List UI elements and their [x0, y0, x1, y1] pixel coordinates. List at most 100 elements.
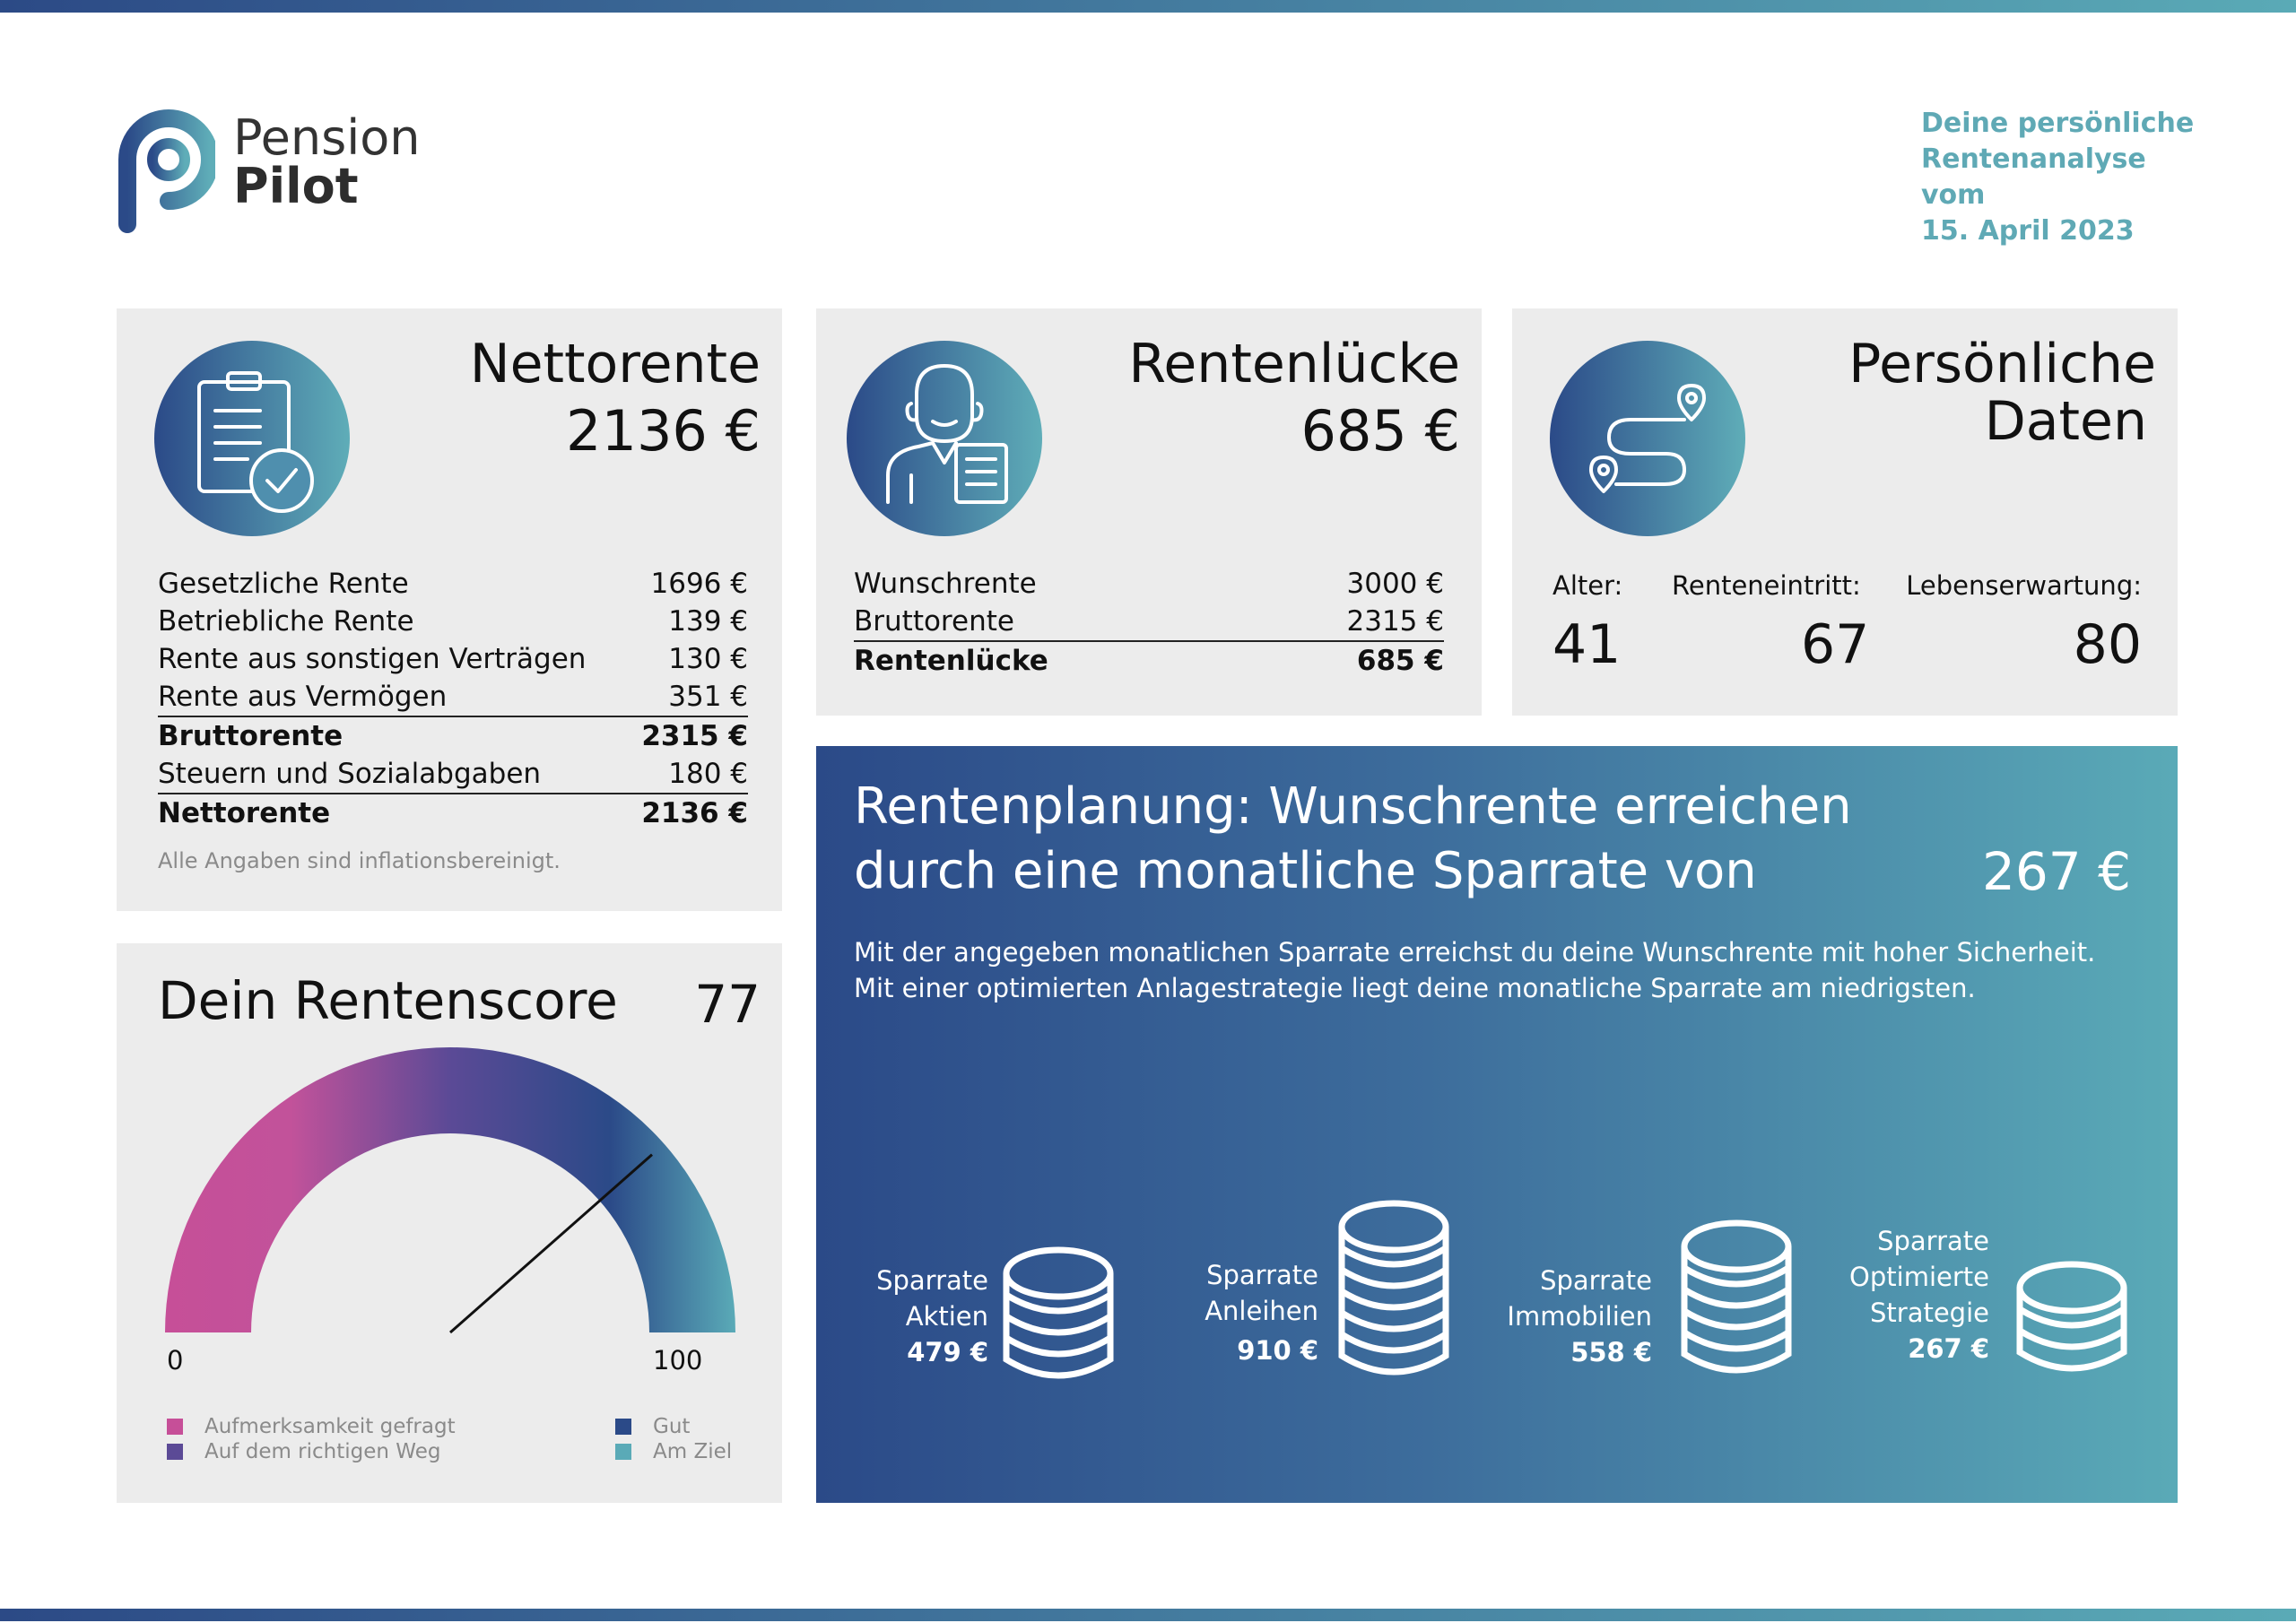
- persoenliche-daten-card: Persönliche Daten Alter: 41 Renteneintri…: [1512, 308, 2178, 716]
- rate-line: Immobilien: [1507, 1301, 1652, 1332]
- alter-label: Alter:: [1552, 570, 1623, 601]
- coin-stack-icon: [1681, 1219, 1792, 1374]
- rentenscore-title: Dein Rentenscore: [158, 970, 618, 1031]
- row-value: 1696 €: [650, 568, 748, 600]
- clipboard-check-icon: [154, 341, 350, 536]
- legend-swatch: [615, 1444, 631, 1460]
- rate-line: Strategie: [1870, 1298, 1989, 1328]
- table-row: Rente aus Vermögen 351 €: [158, 678, 748, 716]
- sparrate-anleihen-label: Sparrate Anleihen 910 €: [1205, 1257, 1318, 1368]
- top-accent-bar: [0, 0, 2296, 13]
- legend-label: Gut: [653, 1415, 691, 1438]
- table-row-total: Rentenlücke 685 €: [854, 640, 1444, 680]
- legend-item-gut: Gut: [615, 1415, 690, 1438]
- rate-value: 558 €: [1570, 1337, 1652, 1367]
- sparrate-value: 267 €: [1981, 841, 2131, 902]
- table-row: Bruttorente 2315 €: [854, 603, 1444, 640]
- rate-line: Sparrate: [1540, 1265, 1652, 1296]
- description-line: Mit der angegeben monatlichen Sparrate e…: [854, 937, 2096, 968]
- rentenplanung-title: Rentenplanung: Wunschrente erreichen dur…: [854, 775, 1852, 904]
- rentenluecke-value: 685 €: [1300, 398, 1461, 464]
- coin-stack-icon: [1003, 1246, 1114, 1379]
- row-label: Gesetzliche Rente: [158, 568, 409, 600]
- rentenplanung-panel: Rentenplanung: Wunschrente erreichen dur…: [816, 746, 2178, 1503]
- alter-value: 41: [1552, 613, 1622, 676]
- rate-line: Optimierte: [1849, 1262, 1989, 1292]
- row-label: Rente aus sonstigen Verträgen: [158, 643, 587, 675]
- rentenscore-card: Dein Rentenscore 77 0 100 Aufmerksamkeit…: [117, 943, 782, 1503]
- rentenluecke-title: Rentenlücke: [1128, 333, 1460, 395]
- rate-line: Anleihen: [1205, 1296, 1318, 1326]
- coin-stack-icon: [1338, 1200, 1449, 1376]
- legend-swatch: [615, 1419, 631, 1435]
- legend-label: Aufmerksamkeit gefragt: [204, 1415, 456, 1438]
- pension-pilot-logo: Pension Pilot: [117, 108, 439, 233]
- advisor-person-icon: [847, 341, 1042, 536]
- rate-line: Sparrate: [876, 1265, 988, 1296]
- row-value: 2315 €: [641, 720, 748, 752]
- row-value: 139 €: [668, 605, 748, 638]
- coin-stack-icon: [2016, 1261, 2127, 1372]
- renteneintritt-label: Renteneintritt:: [1672, 570, 1861, 601]
- row-label: Rentenlücke: [854, 645, 1048, 677]
- rate-line: Sparrate: [1206, 1260, 1318, 1290]
- rentenscore-value: 77: [694, 974, 761, 1035]
- rate-value: 267 €: [1908, 1333, 1989, 1364]
- table-row: Rente aus sonstigen Verträgen 130 €: [158, 640, 748, 678]
- table-row: Steuern und Sozialabgaben 180 €: [158, 755, 748, 793]
- rate-value: 910 €: [1237, 1335, 1318, 1366]
- legend-swatch: [167, 1444, 183, 1460]
- legend-item-am-ziel: Am Ziel: [615, 1440, 732, 1463]
- gauge-arc: [165, 1047, 735, 1332]
- sparrate-aktien-label: Sparrate Aktien 479 €: [876, 1263, 988, 1370]
- legend-item-richtiger-weg: Auf dem richtigen Weg: [167, 1440, 440, 1463]
- table-row: Gesetzliche Rente 1696 €: [158, 565, 748, 603]
- rentenluecke-card: Rentenlücke 685 € Wunschrente 3000 € Brut…: [816, 308, 1482, 716]
- title-line: Persönliche: [1848, 333, 2156, 395]
- table-row-total: Nettorente 2136 €: [158, 793, 748, 832]
- renteneintritt-value: 67: [1801, 613, 1870, 676]
- title-line: Daten: [1984, 390, 2147, 453]
- row-value: 130 €: [668, 643, 748, 675]
- row-value: 351 €: [668, 681, 748, 713]
- lebenserwartung-label: Lebenserwartung:: [1906, 570, 2142, 601]
- persoenliche-daten-title: Persönliche Daten: [1848, 335, 2156, 450]
- nettorente-title: Nettorente: [469, 333, 761, 395]
- table-row: Betriebliche Rente 139 €: [158, 603, 748, 640]
- nettorente-value: 2136 €: [566, 398, 761, 464]
- row-value: 3000 €: [1346, 568, 1444, 600]
- score-gauge: [165, 1047, 735, 1334]
- legend-label: Auf dem richtigen Weg: [204, 1440, 441, 1463]
- legend-swatch: [167, 1419, 183, 1435]
- row-label: Nettorente: [158, 797, 331, 829]
- title-line: durch eine monatliche Sparrate von: [854, 842, 1757, 900]
- brand-line-2: Pilot: [233, 158, 359, 214]
- gauge-min-label: 0: [167, 1345, 184, 1376]
- row-label: Bruttorente: [158, 720, 344, 752]
- legend-item-aufmerksamkeit: Aufmerksamkeit gefragt: [167, 1415, 456, 1438]
- row-label: Bruttorente: [854, 605, 1014, 638]
- gauge-needle: [449, 1153, 653, 1334]
- description-line: Mit einer optimierten Anlagestrategie li…: [854, 973, 1976, 1003]
- brand-line-1: Pension: [233, 109, 421, 166]
- logo-mark-icon: [118, 109, 215, 233]
- table-row-total: Bruttorente 2315 €: [158, 716, 748, 755]
- rate-value: 479 €: [907, 1337, 988, 1367]
- report-date-line: Rentenanalyse vom: [1921, 143, 2146, 211]
- sparrate-immobilien-label: Sparrate Immobilien 558 €: [1507, 1263, 1652, 1370]
- legend-label: Am Ziel: [653, 1440, 733, 1463]
- rentenplanung-description: Mit der angegeben monatlichen Sparrate e…: [854, 934, 2095, 1006]
- row-value: 685 €: [1356, 645, 1444, 677]
- row-value: 2136 €: [641, 797, 748, 829]
- rate-line: Sparrate: [1877, 1226, 1989, 1256]
- nettorente-card: Nettorente 2136 € Gesetzliche Rente 1696 …: [117, 308, 782, 911]
- lebenserwartung-value: 80: [2073, 613, 2142, 676]
- report-date: Deine persönliche Rentenanalyse vom 15. …: [1921, 106, 2217, 249]
- report-date-line: 15. April 2023: [1921, 215, 2135, 247]
- row-label: Wunschrente: [854, 568, 1037, 600]
- gauge-max-label: 100: [653, 1345, 703, 1376]
- rate-line: Aktien: [905, 1301, 988, 1332]
- table-row: Wunschrente 3000 €: [854, 565, 1444, 603]
- title-line: Rentenplanung: Wunschrente erreichen: [854, 777, 1852, 836]
- row-value: 180 €: [668, 758, 748, 790]
